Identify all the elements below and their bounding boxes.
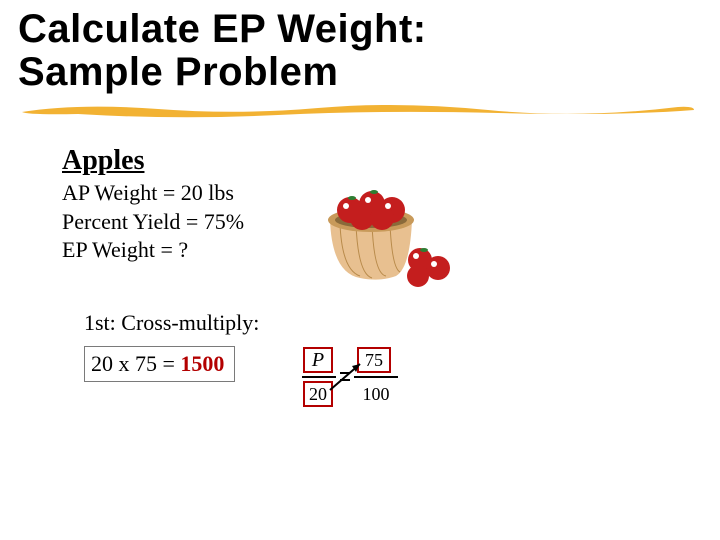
calc-result: 1500 (180, 351, 224, 376)
title-underline-brush (18, 100, 698, 118)
label-100: 100 (363, 384, 390, 404)
slide-title-line2: Sample Problem (18, 51, 702, 94)
label-20: 20 (309, 384, 327, 404)
apple-basket-illustration (300, 178, 460, 288)
label-p: P (311, 349, 324, 371)
section-heading-apples: Apples (62, 145, 720, 177)
step-1-label: 1st: Cross-multiply: (84, 310, 720, 336)
calc-expression: 20 x 75 = (91, 351, 180, 376)
label-75: 75 (365, 350, 383, 370)
brush-path (22, 105, 694, 117)
slide-title-line1: Calculate EP Weight: (18, 8, 702, 51)
calculation-box: 20 x 75 = 1500 (84, 346, 235, 382)
cross-multiply-diagram: P 75 20 100 (298, 344, 418, 414)
title-block: Calculate EP Weight: Sample Problem (0, 0, 720, 123)
